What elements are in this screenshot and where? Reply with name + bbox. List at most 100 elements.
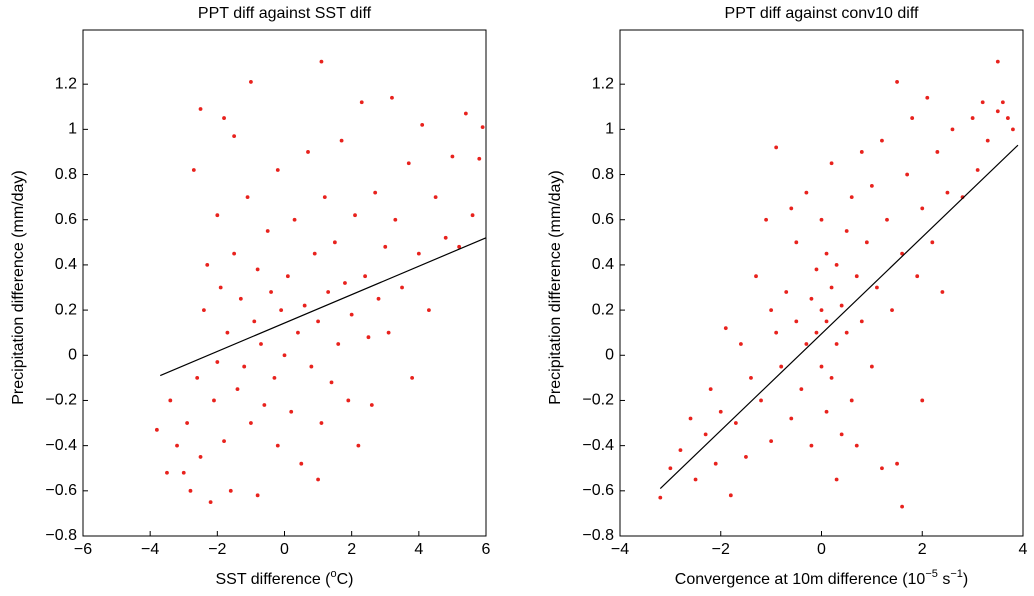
- y-tick-label: 1.2: [55, 75, 77, 92]
- x-axis-label: Convergence at 10m difference (10−5 s−1): [675, 568, 968, 588]
- scatter-point: [296, 330, 300, 335]
- scatter-point: [970, 116, 975, 120]
- scatter-point: [316, 319, 320, 324]
- scatter-point: [869, 364, 874, 369]
- x-axis-label-superscript: o: [331, 568, 337, 580]
- scatter-point: [905, 172, 910, 177]
- scatter-point: [215, 213, 220, 218]
- scatter-point: [864, 240, 869, 245]
- scatter-point: [834, 263, 839, 267]
- scatter-point: [198, 455, 203, 459]
- y-tick-label: −0.6: [45, 482, 77, 499]
- scatter-point: [175, 443, 179, 448]
- scatter-point: [215, 360, 220, 364]
- scatter-point: [945, 190, 950, 195]
- scatter-point: [739, 342, 743, 346]
- scatter-point: [844, 330, 849, 335]
- y-tick-label: −0.4: [45, 437, 77, 454]
- scatter-point: [195, 375, 200, 380]
- scatter-point: [259, 342, 263, 346]
- x-axis-label-text: Convergence at 10m difference (10: [675, 571, 926, 588]
- scatter-point: [255, 267, 260, 272]
- scatter-point: [265, 229, 270, 233]
- scatter-point: [406, 161, 411, 166]
- scatter-point: [292, 217, 297, 222]
- scatter-point: [713, 461, 718, 466]
- y-axis-label: Precipitation difference (mm/day): [547, 170, 564, 404]
- scatter-point: [885, 217, 889, 222]
- scatter-point: [804, 190, 809, 195]
- scatter-point: [910, 116, 915, 120]
- y-axis-label: Precipitation difference (mm/day): [10, 170, 27, 404]
- x-tick-label: 2: [918, 541, 927, 558]
- scatter-point: [225, 330, 230, 335]
- scatter-point: [930, 240, 935, 245]
- scatter-point: [269, 290, 273, 294]
- x-tick-label: −2: [712, 541, 730, 558]
- scatter-point: [205, 263, 210, 267]
- y-tick-label: −0.2: [45, 392, 77, 409]
- x-tick-label: 6: [482, 541, 491, 558]
- scatter-point: [332, 240, 337, 245]
- y-tick-label: −0.4: [582, 437, 614, 454]
- scatter-point: [416, 251, 421, 256]
- scatter-point: [829, 375, 834, 380]
- y-tick-label: 1.2: [592, 75, 614, 92]
- scatter-point: [935, 150, 940, 154]
- scatter-point: [789, 206, 794, 211]
- scatter-point: [376, 296, 381, 301]
- scatter-point: [386, 330, 391, 335]
- scatter-point: [359, 100, 364, 105]
- scatter-point: [309, 364, 314, 369]
- scatter-point: [477, 156, 482, 161]
- y-tick-label: 0.4: [592, 256, 614, 273]
- scatter-point: [235, 387, 240, 392]
- scatter-point: [302, 303, 307, 308]
- y-tick-label: 0: [605, 346, 614, 363]
- scatter-point: [329, 380, 334, 385]
- scatter-point: [319, 59, 324, 64]
- scatter-point: [168, 398, 173, 403]
- y-tick-label: 0.4: [55, 256, 77, 273]
- scatter-point: [723, 326, 728, 331]
- scatter-point: [470, 213, 475, 218]
- scatter-point: [232, 251, 237, 256]
- scatter-point: [875, 285, 879, 290]
- scatter-point: [275, 168, 280, 172]
- scatter-point: [920, 398, 925, 403]
- scatter-point: [799, 387, 804, 392]
- x-tick-label: 0: [280, 541, 289, 558]
- scatter-point: [980, 100, 985, 105]
- scatter-point: [238, 296, 243, 301]
- scatter-point: [228, 488, 233, 493]
- scatter-point: [764, 217, 768, 222]
- scatter-point: [829, 161, 834, 166]
- scatter-point: [285, 274, 290, 279]
- x-axis-label: SST difference (oC): [215, 568, 353, 588]
- scatter-point: [249, 421, 253, 425]
- scatter-point: [769, 308, 774, 312]
- scatter-point: [824, 251, 829, 256]
- y-tick-label: 0.2: [55, 301, 77, 318]
- scatter-point: [480, 125, 485, 130]
- scatter-point: [1011, 127, 1015, 132]
- scatter-point: [222, 116, 226, 120]
- scatter-point: [232, 134, 237, 139]
- y-tick-label: −0.8: [45, 527, 77, 544]
- x-tick-label: 2: [347, 541, 356, 558]
- scatter-point: [322, 195, 327, 200]
- scatter-point: [824, 319, 829, 324]
- scatter-point: [794, 319, 799, 324]
- scatter-point: [809, 296, 814, 301]
- scatter-point: [443, 235, 448, 240]
- scatter-point: [859, 319, 864, 324]
- scatter-point: [895, 461, 899, 466]
- scatter-point: [728, 493, 733, 498]
- scatter-point: [819, 217, 824, 222]
- scatter-point: [890, 308, 894, 312]
- scatter-point: [693, 477, 698, 482]
- scatter-point: [869, 183, 874, 188]
- scatter-point: [185, 421, 190, 425]
- scatter-point: [262, 403, 267, 407]
- scatter-point: [854, 274, 859, 279]
